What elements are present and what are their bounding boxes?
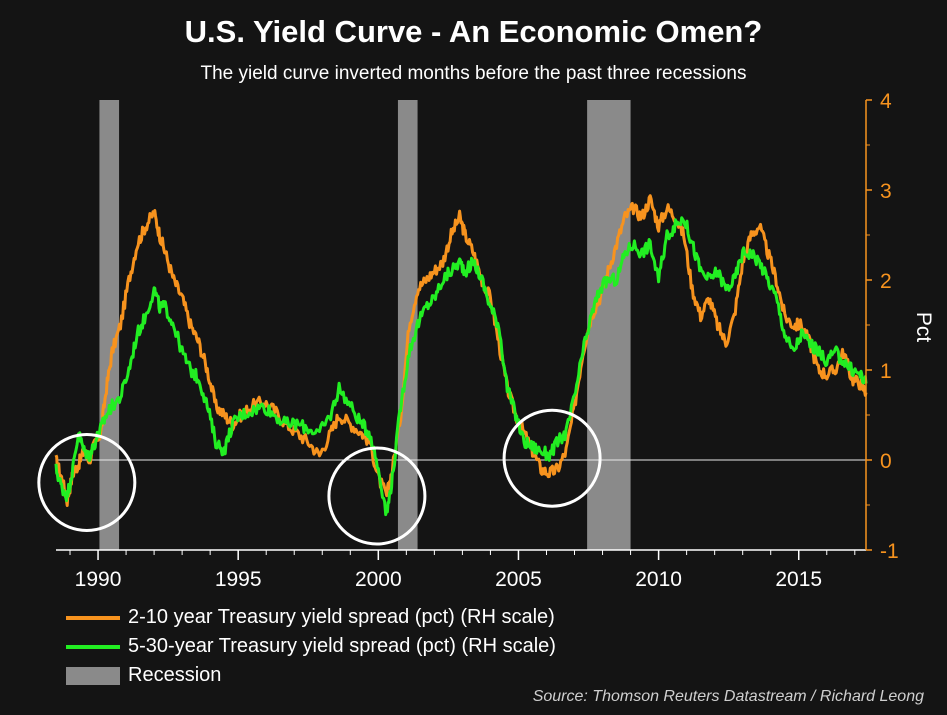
x-tick-label: 1990 bbox=[75, 568, 122, 591]
series-line-5-30 bbox=[54, 216, 868, 517]
recession-band-3 bbox=[587, 100, 631, 550]
legend-item-2-10: 2-10 year Treasury yield spread (pct) (R… bbox=[66, 603, 556, 632]
y-tick-label: 4 bbox=[880, 90, 892, 113]
recession-band-2 bbox=[397, 100, 418, 550]
x-tick-label: 2015 bbox=[775, 568, 822, 591]
y-axis-title: Pct bbox=[912, 312, 935, 343]
y-tick-label: 2 bbox=[880, 270, 892, 293]
inversion-circle-3 bbox=[502, 408, 602, 508]
legend-label: 5-30-year Treasury yield spread (pct) (R… bbox=[128, 635, 556, 657]
x-tick-label: 2005 bbox=[495, 568, 542, 591]
inversion-circle-1 bbox=[37, 433, 137, 532]
legend-swatch-gray bbox=[66, 666, 120, 685]
legend-swatch-orange bbox=[66, 615, 120, 620]
inversion-circle-2 bbox=[327, 446, 427, 546]
legend-item-recession: Recession bbox=[66, 661, 556, 690]
series-line-2-10 bbox=[54, 194, 868, 507]
legend: 2-10 year Treasury yield spread (pct) (R… bbox=[66, 603, 556, 690]
y-tick-label: 0 bbox=[880, 450, 892, 473]
axes: 1990 1995 2000 2005 2010 2015 4 3 2 1 0 -1 bbox=[56, 90, 899, 591]
y-tick-label: 3 bbox=[880, 180, 892, 203]
series-lines bbox=[54, 194, 868, 517]
legend-swatch-green bbox=[66, 644, 120, 649]
recession-band-1 bbox=[99, 100, 120, 550]
y-tick-label: 1 bbox=[880, 360, 892, 383]
x-tick-label: 2000 bbox=[355, 568, 402, 591]
x-tick-label: 2010 bbox=[635, 568, 682, 591]
inversion-circles bbox=[37, 408, 602, 546]
y-tick-label: -1 bbox=[880, 540, 899, 563]
chart-title: U.S. Yield Curve - An Economic Omen? bbox=[184, 14, 763, 49]
legend-item-5-30: 5-30-year Treasury yield spread (pct) (R… bbox=[66, 632, 556, 661]
legend-label: 2-10 year Treasury yield spread (pct) (R… bbox=[128, 606, 555, 628]
legend-label: Recession bbox=[128, 664, 222, 686]
recession-bands bbox=[99, 100, 631, 550]
x-tick-label: 1995 bbox=[215, 568, 262, 591]
source-note: Source: Thomson Reuters Datastream / Ric… bbox=[532, 688, 924, 705]
chart-subtitle: The yield curve inverted months before t… bbox=[200, 63, 747, 84]
